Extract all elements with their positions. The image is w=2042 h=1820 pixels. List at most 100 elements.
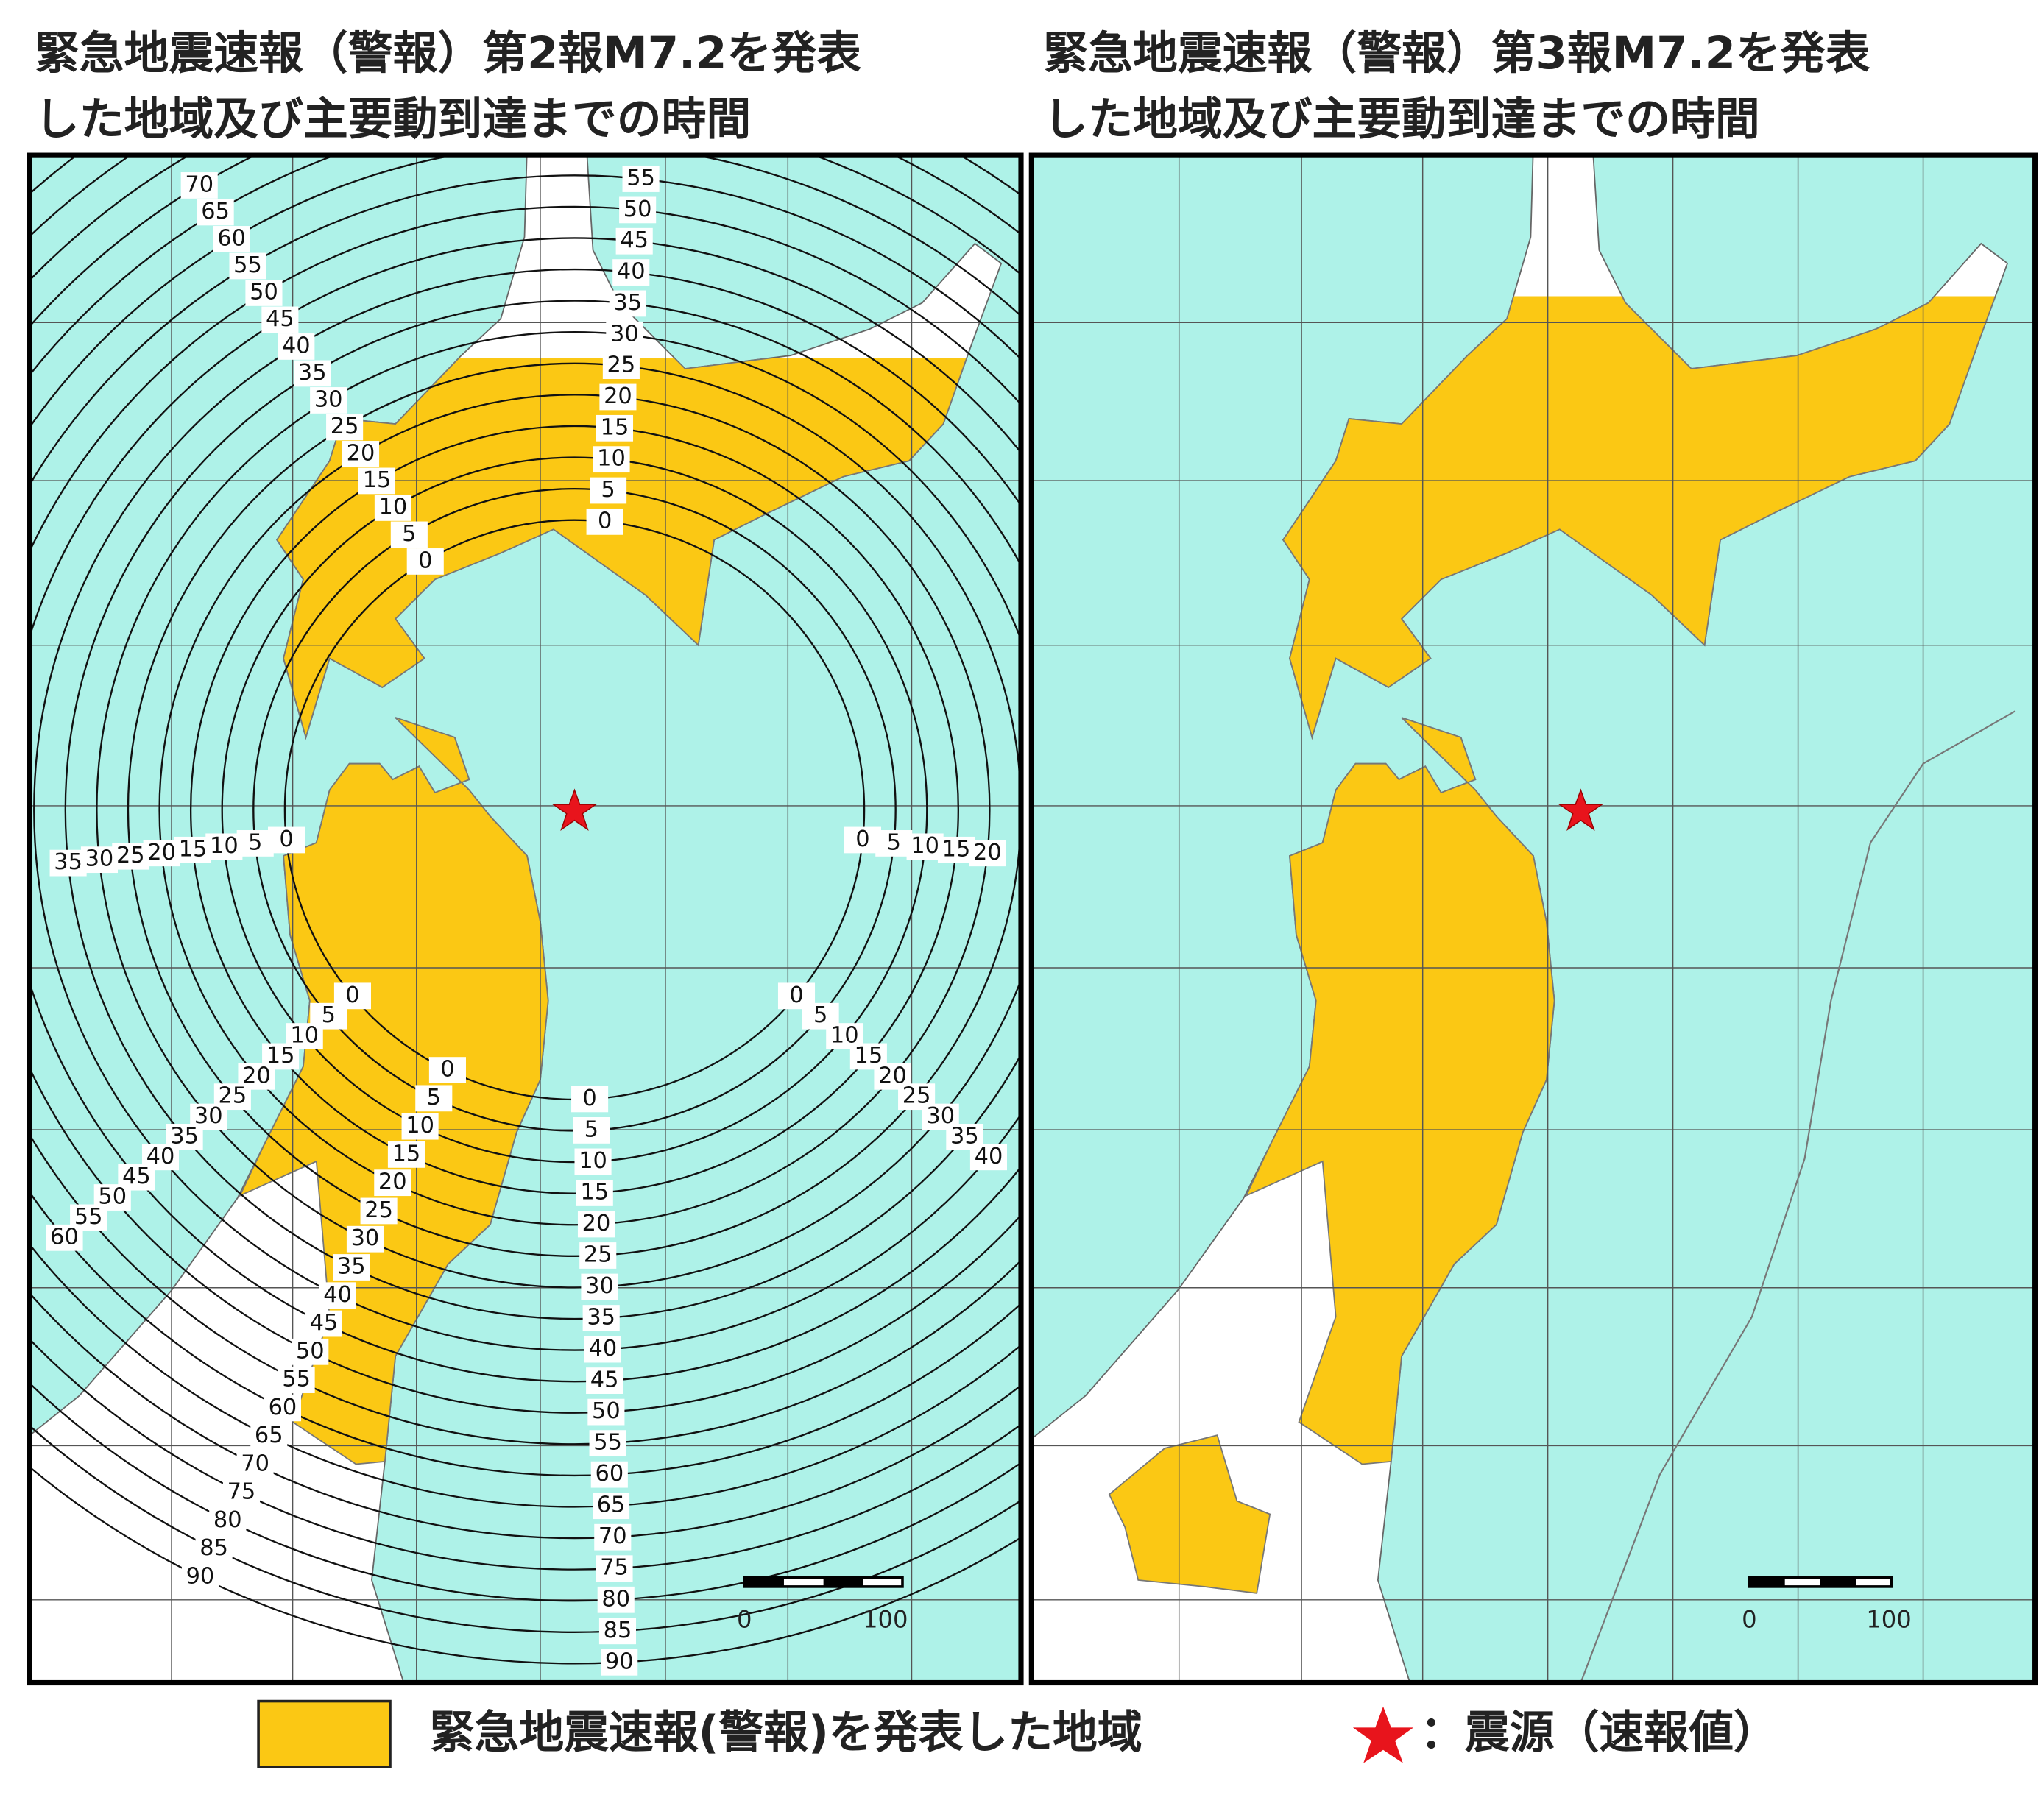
contour-label: 40 — [617, 259, 646, 285]
contour-label: 0 — [598, 508, 612, 534]
contour-label: 20 — [604, 383, 632, 409]
contour-label: 0 — [279, 826, 293, 852]
contour-label-bg — [197, 199, 234, 226]
frame — [1028, 152, 2038, 1686]
contour-label-bg — [406, 548, 444, 575]
contour-label: 90 — [186, 1563, 215, 1589]
contour-label-bg — [586, 1367, 623, 1394]
contour-label: 30 — [610, 321, 639, 347]
contour-label-bg — [195, 1535, 233, 1562]
contour-circle — [221, 456, 928, 1164]
contour-label: 35 — [613, 290, 642, 316]
contour-label-bg — [387, 1141, 425, 1168]
contour-label: 0 — [418, 548, 432, 573]
contour-label-bg — [374, 495, 411, 521]
trench-line — [1580, 710, 2016, 1683]
contour-label: 10 — [579, 1148, 607, 1174]
panel-title: 緊急地震速報（警報）第3報M7.2を発表 — [1043, 28, 1870, 79]
contour-label: 15 — [392, 1141, 421, 1166]
contour-label-bg — [112, 843, 149, 870]
contour-label-bg — [844, 826, 881, 854]
contour-label: 85 — [199, 1535, 228, 1561]
contour-label: 15 — [942, 836, 971, 862]
contour-label-bg — [180, 172, 218, 199]
contour-label-bg — [46, 1224, 83, 1251]
contour-label: 5 — [248, 829, 262, 855]
contour-label: 45 — [620, 227, 649, 253]
contour-label-bg — [596, 414, 634, 442]
contour-label: 50 — [592, 1398, 621, 1424]
contour-label-bg — [594, 1523, 632, 1551]
contour-label: 30 — [351, 1225, 380, 1251]
contour-circle — [189, 425, 960, 1194]
contour-label: 35 — [298, 360, 327, 386]
contour-label-bg — [342, 441, 380, 467]
contour-label-bg — [326, 414, 364, 441]
contour-circle — [96, 331, 1021, 1289]
contour-label-bg — [264, 1395, 301, 1422]
contour-label: 75 — [600, 1555, 629, 1581]
contour-circle — [33, 269, 1021, 1351]
contour-label: 60 — [217, 225, 246, 251]
contour-label-bg — [589, 1430, 626, 1457]
contour-label: 75 — [227, 1479, 256, 1505]
contour-label-bg — [415, 1085, 453, 1112]
contour-label: 35 — [54, 849, 82, 875]
contour-label-bg — [586, 508, 623, 535]
contour-label: 70 — [241, 1451, 269, 1476]
contour-label: 20 — [973, 840, 1002, 865]
contour-label: 50 — [623, 196, 652, 222]
contour-label-bg — [174, 836, 212, 863]
contour-label-bg — [236, 830, 274, 857]
legend-swatch — [257, 1699, 392, 1768]
contour-label: 50 — [296, 1338, 325, 1364]
contour-label-bg — [358, 467, 396, 495]
contour-label: 5 — [584, 1116, 598, 1142]
contour-label: 0 — [855, 826, 869, 852]
contour-label: 5 — [813, 1002, 827, 1028]
contour-label-bg — [213, 226, 250, 252]
contour-label: 65 — [201, 199, 230, 224]
contour-label-bg — [622, 166, 660, 192]
contour-label-bg — [606, 321, 643, 348]
contour-label-bg — [587, 1398, 625, 1426]
contour-label: 45 — [310, 1310, 339, 1336]
contour-label: 30 — [585, 1273, 614, 1299]
contour-label: 10 — [379, 494, 408, 520]
contour-label-bg — [205, 833, 243, 860]
contour-label-bg — [80, 846, 118, 874]
contour-label-bg — [250, 1423, 288, 1450]
contour-label-bg — [596, 1555, 633, 1582]
contour-label: 25 — [584, 1242, 612, 1267]
contour-label: 45 — [266, 306, 294, 332]
contour-label-bg — [612, 259, 650, 286]
panel-title: 緊急地震速報（警報）第2報M7.2を発表 — [35, 28, 861, 79]
contour-label: 25 — [331, 414, 359, 439]
contour-circle — [29, 155, 1021, 1508]
contour-label-bg — [615, 227, 653, 255]
contour-label: 55 — [233, 252, 262, 278]
contour-label: 20 — [347, 440, 375, 466]
contour-label-bg — [245, 280, 283, 306]
contour-label-bg — [582, 1305, 620, 1331]
contour-circle — [29, 155, 1021, 1476]
contour-label: 60 — [50, 1224, 79, 1250]
contour-label: 5 — [887, 829, 901, 855]
epicenter-star — [551, 788, 598, 831]
contour-label-bg — [619, 196, 657, 224]
contour-label-bg — [598, 1618, 637, 1645]
contour-label: 80 — [601, 1586, 630, 1612]
contour-label-bg — [584, 1336, 621, 1363]
contours: 0000000055555555101010101010101015151515… — [29, 155, 1021, 1676]
contour-label: 85 — [604, 1618, 632, 1643]
contour-label-bg — [261, 306, 299, 333]
left-map: 0000000055555555101010101010101015151515… — [29, 155, 1021, 1683]
contour-label: 30 — [314, 386, 343, 412]
grid — [29, 155, 1021, 1683]
contour-label: 15 — [580, 1179, 609, 1205]
contour-label-bg — [346, 1225, 384, 1253]
contour-label: 40 — [282, 333, 311, 358]
panel-title: した地域及び主要動到達までの時間 — [1043, 93, 1759, 145]
contour-label: 0 — [582, 1086, 596, 1111]
